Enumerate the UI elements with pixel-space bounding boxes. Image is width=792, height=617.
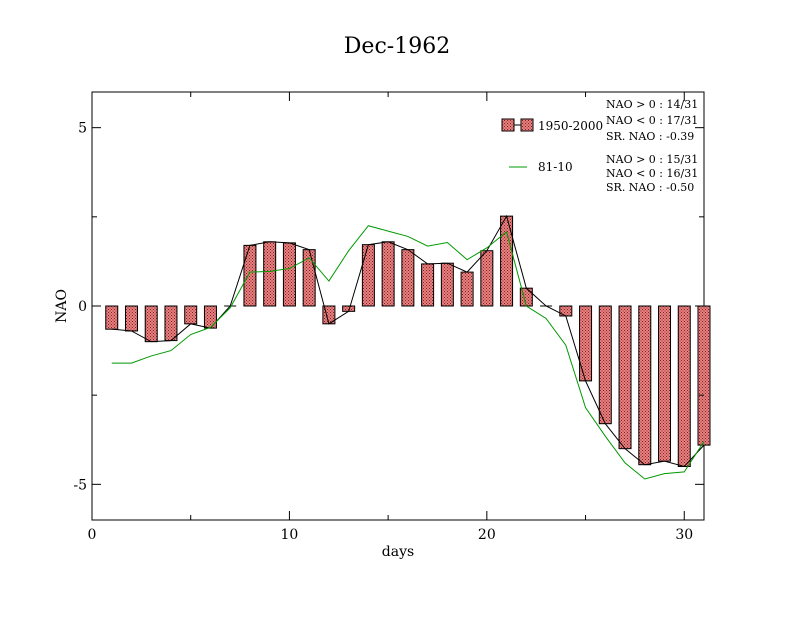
y-axis-label: NAO [54, 289, 70, 323]
stat-1950-pos: NAO > 0 : 14/31 [606, 98, 698, 111]
stat-1950-sr: SR. NAO : -0.39 [606, 130, 694, 143]
y-tick-label: -5 [73, 477, 87, 493]
bar [203, 305, 217, 329]
bar [618, 305, 632, 450]
bar [164, 305, 178, 342]
line-81-10 [111, 225, 705, 480]
bar [440, 262, 454, 307]
bar [658, 305, 672, 462]
bar [480, 250, 494, 307]
axis-ticks: 0 10 20 30 5 0 -5 [73, 92, 704, 543]
bar [124, 305, 138, 332]
y-tick-label: 5 [78, 121, 87, 137]
bar [282, 242, 296, 307]
x-tick-label: 20 [478, 527, 496, 543]
stat-1950-neg: NAO < 0 : 17/31 [606, 114, 698, 127]
stat-8110-pos: NAO > 0 : 15/31 [606, 153, 698, 166]
stat-8110-sr: SR. NAO : -0.50 [606, 181, 694, 194]
bar-series-1950-2000 [105, 215, 711, 467]
legend-swatch-1950-2000-left [501, 118, 515, 132]
y-tick-label: 0 [78, 299, 87, 315]
bar [243, 244, 257, 307]
x-tick-label: 0 [88, 527, 97, 543]
bar [677, 305, 691, 467]
bar [421, 263, 435, 307]
bar [638, 305, 652, 466]
bar [401, 249, 415, 307]
line-1950-2000 [111, 214, 705, 468]
bar [184, 305, 198, 325]
bar [105, 305, 119, 330]
legend-label-81-10: 81-10 [538, 160, 573, 174]
line-series [111, 214, 705, 480]
stats-block: NAO > 0 : 14/31 NAO < 0 : 17/31 SR. NAO … [606, 98, 698, 194]
legend: 1950-2000 81-10 [501, 118, 603, 174]
bar [559, 305, 573, 317]
x-axis-label: days [382, 544, 414, 560]
bar [144, 305, 158, 343]
legend-swatch-1950-2000-right [520, 118, 534, 132]
bar [460, 271, 474, 307]
chart-title: Dec-1962 [344, 34, 450, 59]
legend-label-1950-2000: 1950-2000 [538, 119, 603, 133]
bar [361, 244, 375, 307]
x-tick-label: 10 [281, 527, 299, 543]
stat-8110-neg: NAO < 0 : 16/31 [606, 167, 698, 180]
bar [598, 305, 612, 425]
bar [381, 241, 395, 307]
bar [579, 305, 593, 382]
x-tick-label: 30 [675, 527, 693, 543]
bar [697, 305, 711, 446]
bar [263, 241, 277, 307]
